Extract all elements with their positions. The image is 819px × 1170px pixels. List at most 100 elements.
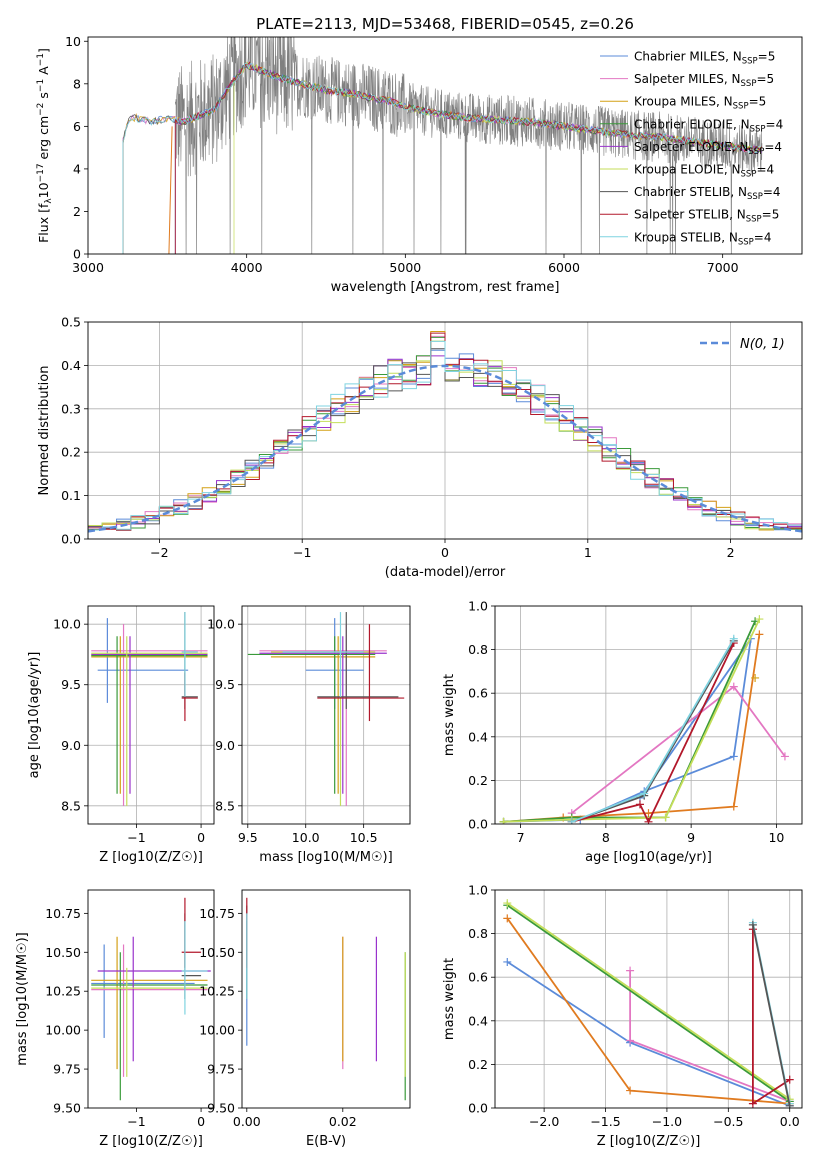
plot-area (88, 322, 802, 539)
y-tick-label: 10.0 (53, 617, 81, 632)
model-spectrum-chabrier-elodie (174, 61, 762, 254)
weight-marker (729, 802, 738, 811)
axes-frame (87, 605, 215, 825)
panel-residuals: −2 −1 0 1 2 0.0 0.1 0.2 0.3 0.4 0.5 (data-model)/er… (37, 315, 803, 580)
x-tick-label: 0 (197, 830, 205, 845)
y-tick-label: 8.5 (215, 798, 235, 813)
weight-marker (644, 817, 653, 824)
x-tick-label: −2.0 (529, 1114, 559, 1129)
weight-line (571, 685, 786, 814)
weight-line (506, 961, 791, 1107)
x-axis-label: wavelength [Angstrom, rest frame] (331, 280, 560, 295)
axes-frame (241, 889, 411, 1109)
weight-line (506, 902, 791, 1101)
weight-line (503, 620, 756, 823)
weight-marker (785, 1101, 794, 1108)
x-tick-label: 2 (727, 545, 735, 560)
x-axis-label: mass [log10(M/M☉)] (259, 850, 392, 865)
axes-frame (494, 889, 803, 1109)
y-tick-label: 10.25 (45, 984, 81, 999)
y-tick-label: 0.4 (468, 1013, 488, 1028)
plot-area (122, 37, 763, 254)
weight-line (752, 924, 791, 1106)
y-tick-label: 10.75 (45, 906, 81, 921)
y-tick-label: 9.75 (53, 1062, 81, 1077)
plot-area (242, 606, 410, 824)
weight-marker (751, 673, 760, 682)
x-tick-label: 4000 (231, 260, 263, 275)
axes-frame (87, 36, 803, 255)
x-tick-label: 0 (441, 545, 449, 560)
y-tick-label: 0.2 (468, 773, 488, 788)
y-tick-label: 0.0 (468, 1101, 488, 1116)
y-tick-label: 0.2 (61, 445, 81, 460)
y-tick-label: 9.0 (215, 738, 235, 753)
model-spectrum-kroupa-elodie (233, 61, 762, 254)
weight-marker (785, 1075, 794, 1084)
panel-mass-vs-EBV: 0.00 0.02 9.50 9.75 10.00 10.25 10.50 10.75 E(B-… (199, 889, 411, 1149)
x-tick-label: 7000 (707, 260, 739, 275)
y-tick-label: 9.5 (61, 677, 81, 692)
x-tick-label: −1.0 (652, 1114, 682, 1129)
x-tick-label: −1 (127, 830, 145, 845)
y-tick-label: 0.1 (61, 488, 81, 503)
x-tick-label: 0.0 (780, 1114, 800, 1129)
y-tick-label: 0.8 (468, 642, 488, 657)
plot-area (495, 890, 802, 1108)
y-tick-label: 10.0 (207, 617, 235, 632)
panel-mass-vs-Z: −1 0 9.50 9.75 10.00 10.25 10.50 10.75 Z [log10(… (15, 889, 215, 1149)
weight-marker (567, 817, 576, 824)
gaussian-curve (88, 364, 802, 533)
legend-label: Chabrier STELIB, NSSP=4 (634, 185, 781, 202)
y-tick-label: 9.50 (207, 1101, 235, 1116)
x-tick-label: 10 (768, 830, 784, 845)
x-axis-label: E(B-V) (306, 1134, 346, 1149)
x-tick-label: 10.5 (350, 830, 378, 845)
y-tick-label: 0 (73, 247, 81, 262)
x-tick-label: −1.5 (590, 1114, 620, 1129)
panel-age-vs-Z: −1 0 8.5 9.0 9.5 10.0 Z [log10(Z/Z☉)] age [log1… (27, 605, 215, 865)
y-tick-label: 4 (73, 161, 81, 176)
y-axis-label: mass weight (442, 958, 457, 1040)
x-tick-label: 5000 (389, 260, 421, 275)
x-tick-label: 0.00 (233, 1114, 261, 1129)
x-tick-label: 0 (197, 1114, 205, 1129)
x-tick-label: 8 (602, 830, 610, 845)
x-tick-label: 1 (584, 545, 592, 560)
y-tick-label: 9.5 (215, 677, 235, 692)
legend-label: N(0, 1) (740, 337, 785, 352)
weight-line (503, 618, 761, 823)
weight-marker (748, 920, 757, 929)
weight-marker (635, 800, 644, 809)
x-tick-label: 10.0 (292, 830, 320, 845)
figure-title: PLATE=2113, MJD=53468, FIBERID=0545, z=0… (256, 15, 634, 33)
y-tick-label: 0.6 (468, 970, 488, 985)
y-tick-label: 10.50 (199, 945, 235, 960)
y-tick-label: 0.6 (468, 686, 488, 701)
y-tick-label: 9.0 (61, 738, 81, 753)
weight-line (506, 904, 791, 1103)
model-spectrum-salpeter-elodie (174, 63, 763, 254)
weight-marker (780, 752, 789, 761)
axes-frame (494, 605, 803, 825)
x-tick-label: −2 (150, 545, 168, 560)
weight-marker (755, 630, 764, 639)
weight-marker (499, 817, 508, 824)
weight-marker (661, 813, 670, 822)
plot-area (91, 897, 211, 1101)
y-tick-label: 8.5 (61, 798, 81, 813)
y-tick-label: 10.25 (199, 984, 235, 999)
y-tick-label: 0.4 (468, 729, 488, 744)
y-tick-label: 6 (73, 119, 81, 134)
axes-frame (87, 321, 803, 540)
weight-marker (503, 914, 512, 923)
x-axis-label: Z [log10(Z/Z☉)] (597, 1134, 701, 1149)
y-tick-label: 0.2 (468, 1057, 488, 1072)
y-tick-label: 1.0 (468, 883, 488, 898)
weight-marker (503, 957, 512, 966)
legend-label: Salpeter STELIB, NSSP=5 (634, 208, 779, 225)
y-tick-label: 10.00 (199, 1023, 235, 1038)
legend-label: Kroupa MILES, NSSP=5 (634, 95, 766, 112)
